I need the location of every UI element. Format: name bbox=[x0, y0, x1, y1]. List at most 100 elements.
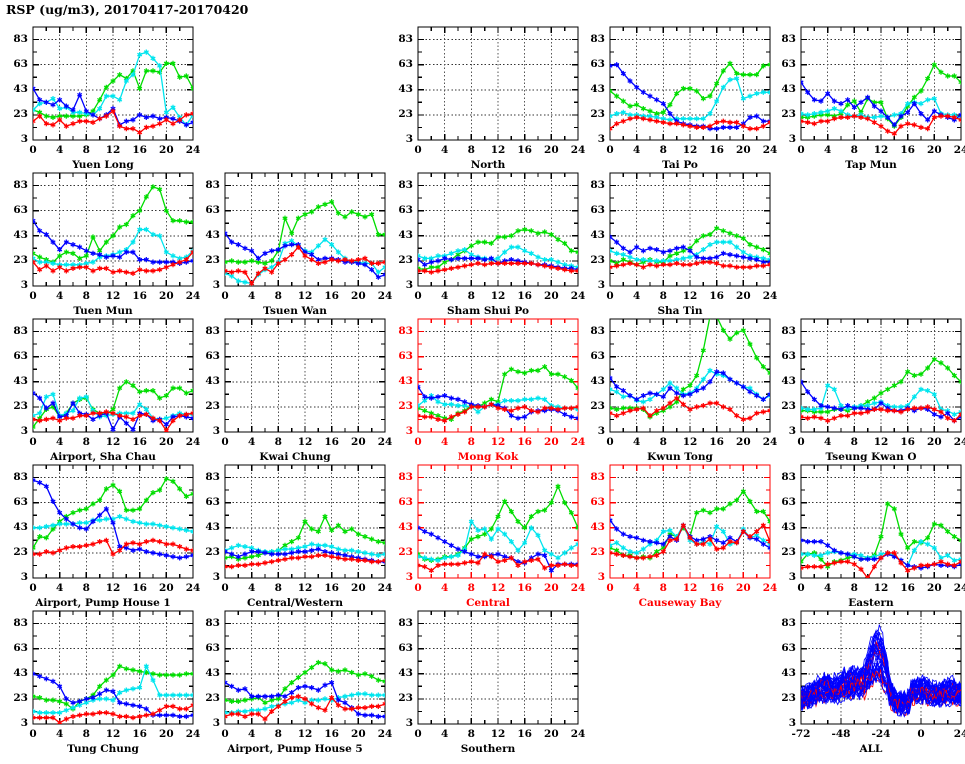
x-axis-tick-label: 4 bbox=[824, 582, 832, 594]
x-axis-tick-label: 0 bbox=[414, 144, 422, 156]
x-axis-tick-label: 16 bbox=[324, 290, 339, 302]
x-axis-tick-label: 24 bbox=[185, 290, 201, 302]
plot-area bbox=[32, 318, 194, 433]
y-axis-tick-label: 3 bbox=[20, 279, 28, 291]
x-axis-tick-label: 20 bbox=[159, 582, 174, 594]
y-axis-tick-label: 23 bbox=[781, 107, 796, 120]
x-axis-tick-label: 0 bbox=[606, 144, 614, 156]
y-axis-tick-label: 43 bbox=[398, 520, 413, 533]
x-axis-tick-label: 4 bbox=[441, 728, 449, 740]
y-axis-tick-label: 43 bbox=[590, 228, 605, 241]
y-axis-tick-label: 63 bbox=[590, 349, 605, 362]
x-axis-tick-label: 12 bbox=[490, 144, 506, 156]
y-axis-tick-label: 23 bbox=[205, 691, 220, 704]
y-axis-tick-label: 43 bbox=[13, 520, 28, 533]
y-axis-tick-label: 43 bbox=[590, 374, 605, 387]
x-axis-tick-label: 12 bbox=[873, 144, 889, 156]
plot-area bbox=[32, 26, 194, 141]
y-axis-tick-label: 43 bbox=[398, 228, 413, 241]
panel-title: Kwun Tong bbox=[647, 451, 713, 463]
y-axis-tick-label: 63 bbox=[398, 495, 413, 508]
plot-panel-north: 3 23 43 63 83 0 4 8 12 16 20 24 North bbox=[388, 25, 588, 180]
x-axis-tick-label: 20 bbox=[736, 436, 751, 448]
x-axis-tick-label: 0 bbox=[606, 436, 614, 448]
x-axis-tick-label: 0 bbox=[414, 436, 422, 448]
x-axis-tick-label: 12 bbox=[105, 436, 121, 448]
plot-panel-tuen-mun: 3 23 43 63 83 0 4 8 12 16 20 24 Tuen Mun bbox=[3, 171, 203, 326]
x-axis-tick-label: 0 bbox=[221, 436, 229, 448]
plot-panel-kwai-chung: 3 23 43 63 83 0 4 8 12 16 20 24 Kwai Chung bbox=[195, 317, 395, 472]
y-axis-tick-label: 23 bbox=[205, 545, 220, 558]
x-axis-tick-label: 24 bbox=[185, 144, 201, 156]
plot-area bbox=[800, 610, 962, 725]
x-axis-tick-label: 12 bbox=[297, 290, 313, 302]
x-axis-tick-label: 16 bbox=[517, 290, 532, 302]
x-axis-tick-label: 4 bbox=[441, 582, 449, 594]
x-axis-tick-label: 0 bbox=[29, 728, 37, 740]
x-axis-tick-label: 20 bbox=[927, 582, 942, 594]
plot-area bbox=[609, 464, 771, 579]
plot-area bbox=[224, 610, 386, 725]
x-axis-tick-label: 24 bbox=[377, 436, 393, 448]
x-axis-tick-label: 0 bbox=[29, 582, 37, 594]
x-axis-tick-label: 20 bbox=[544, 436, 559, 448]
y-axis-tick-label: 63 bbox=[398, 203, 413, 216]
y-axis-tick-label: 3 bbox=[212, 571, 220, 583]
x-axis-tick-label: 24 bbox=[953, 728, 965, 740]
y-axis-tick-label: 63 bbox=[590, 57, 605, 70]
plot-area bbox=[417, 610, 579, 725]
x-axis-tick-label: 24 bbox=[377, 582, 393, 594]
x-axis-tick-label: 8 bbox=[82, 582, 90, 594]
x-axis-tick-label: 20 bbox=[544, 728, 559, 740]
y-axis-tick-label: 43 bbox=[781, 666, 796, 679]
x-axis-tick-label: 12 bbox=[490, 728, 506, 740]
panel-title: Tsuen Wan bbox=[263, 305, 327, 317]
x-axis-tick-label: 20 bbox=[927, 144, 942, 156]
y-axis-tick-label: 43 bbox=[205, 228, 220, 241]
x-axis-tick-label: 16 bbox=[324, 728, 339, 740]
x-axis-tick-label: 24 bbox=[762, 290, 778, 302]
x-axis-tick-label: 16 bbox=[324, 436, 339, 448]
page-title: RSP (ug/m3), 20170417-20170420 bbox=[6, 2, 249, 17]
x-axis-tick-label: 16 bbox=[324, 582, 339, 594]
x-axis-tick-label: 4 bbox=[633, 582, 641, 594]
x-axis-tick-label: 8 bbox=[659, 144, 667, 156]
panel-title: ALL bbox=[859, 743, 883, 755]
y-axis-tick-label: 23 bbox=[13, 691, 28, 704]
x-axis-tick-label: 20 bbox=[351, 290, 366, 302]
y-axis-tick-label: 23 bbox=[398, 691, 413, 704]
panel-title: Airport, Pump House 1 bbox=[35, 597, 171, 609]
x-axis-tick-label: 0 bbox=[221, 290, 229, 302]
y-axis-tick-label: 3 bbox=[405, 425, 413, 437]
x-axis-tick-label: 16 bbox=[709, 582, 724, 594]
x-axis-tick-label: 8 bbox=[274, 290, 282, 302]
plot-area bbox=[800, 26, 962, 141]
x-axis-tick-label: 0 bbox=[917, 728, 925, 740]
x-axis-tick-label: 0 bbox=[29, 436, 37, 448]
panel-title: Tseung Kwan O bbox=[825, 451, 917, 463]
plot-panel-eastern: 3 23 43 63 83 0 4 8 12 16 20 24 Eastern bbox=[771, 463, 965, 618]
y-axis-tick-label: 23 bbox=[781, 691, 796, 704]
x-axis-tick-label: 12 bbox=[490, 290, 506, 302]
x-axis-tick-label: 16 bbox=[132, 582, 147, 594]
y-axis-tick-label: 63 bbox=[398, 349, 413, 362]
y-axis-tick-label: 43 bbox=[781, 82, 796, 95]
y-axis-tick-label: 23 bbox=[590, 107, 605, 120]
y-axis-tick-label: 3 bbox=[597, 425, 605, 437]
x-axis-tick-label: 12 bbox=[105, 290, 121, 302]
plot-area bbox=[417, 172, 579, 287]
x-axis-tick-label: 12 bbox=[682, 436, 698, 448]
panel-title: Tai Po bbox=[662, 159, 698, 171]
x-axis-tick-label: 8 bbox=[274, 582, 282, 594]
x-axis-tick-label: -48 bbox=[831, 728, 851, 740]
plot-area bbox=[609, 318, 771, 433]
y-axis-tick-label: 3 bbox=[212, 279, 220, 291]
panel-title: Tung Chung bbox=[67, 743, 139, 755]
x-axis-tick-label: 4 bbox=[633, 290, 641, 302]
x-axis-tick-label: 12 bbox=[490, 436, 506, 448]
plot-panel-all: 3 23 43 63 83 -72 -48 -24 0 24 ALL bbox=[771, 609, 965, 764]
x-axis-tick-label: 12 bbox=[105, 728, 121, 740]
x-axis-tick-label: 20 bbox=[927, 436, 942, 448]
y-axis-tick-label: 63 bbox=[590, 495, 605, 508]
x-axis-tick-label: 20 bbox=[159, 436, 174, 448]
